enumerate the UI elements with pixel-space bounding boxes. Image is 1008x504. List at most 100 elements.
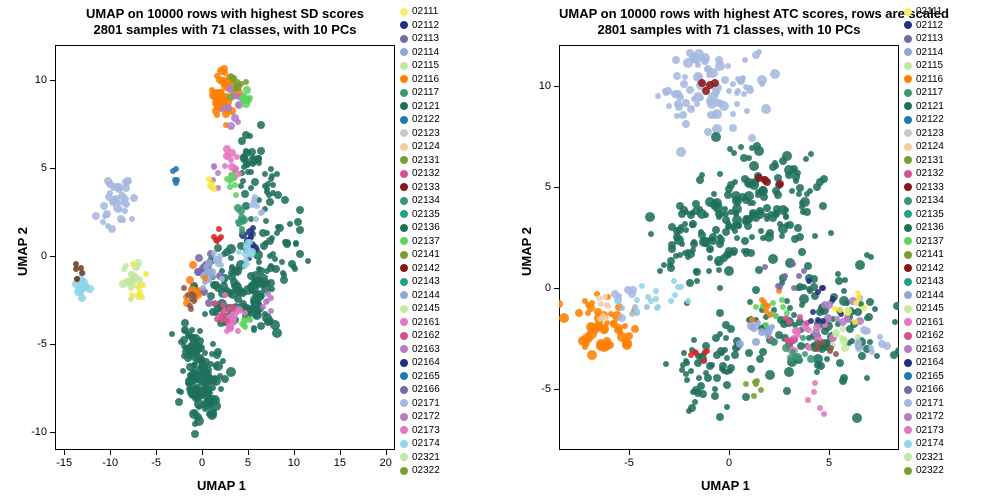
legend-item: 02124 xyxy=(904,140,944,154)
legend-item: 02112 xyxy=(904,19,944,33)
scatter-point xyxy=(587,350,597,360)
scatter-point xyxy=(219,276,225,282)
x-tick-label: -10 xyxy=(102,457,118,469)
scatter-point xyxy=(808,151,814,157)
y-tick-mark xyxy=(50,344,55,345)
legend-item: 02164 xyxy=(904,356,944,370)
scatter-point xyxy=(699,172,705,178)
scatter-point xyxy=(672,292,678,298)
scatter-point xyxy=(197,328,203,334)
scatter-point xyxy=(694,101,700,107)
scatter-point xyxy=(250,225,256,231)
legend-label: 02173 xyxy=(916,425,944,436)
scatter-point xyxy=(209,351,215,357)
scatter-point xyxy=(224,176,230,182)
scatter-point xyxy=(245,169,251,175)
scatter-point xyxy=(796,191,802,197)
scatter-point xyxy=(173,166,179,172)
legend-item: 02117 xyxy=(400,86,440,100)
legend-item: 02162 xyxy=(904,329,944,343)
legend-item: 02164 xyxy=(400,356,440,370)
legend-item: 02137 xyxy=(400,235,440,249)
legend-item: 02166 xyxy=(400,383,440,397)
legend-swatch-icon xyxy=(904,35,912,43)
legend-label: 02116 xyxy=(412,74,439,85)
scatter-point xyxy=(703,212,709,218)
scatter-point xyxy=(206,269,212,275)
legend-label: 02134 xyxy=(412,195,440,206)
scatter-point xyxy=(603,315,609,321)
x-tick-label: 5 xyxy=(245,457,251,469)
scatter-point xyxy=(228,163,236,171)
x-tick-label: -5 xyxy=(624,457,634,469)
legend-label: 02133 xyxy=(412,182,440,193)
scatter-point xyxy=(585,310,591,316)
y-tick-mark xyxy=(554,288,559,289)
scatter-point xyxy=(735,88,741,94)
right-title: UMAP on 10000 rows with highest ATC scor… xyxy=(559,6,899,37)
legend-item: 02132 xyxy=(400,167,440,181)
scatter-point xyxy=(701,57,709,65)
legend-swatch-icon xyxy=(400,345,408,353)
scatter-point xyxy=(768,211,774,217)
scatter-point xyxy=(691,239,697,245)
scatter-point xyxy=(661,262,667,268)
scatter-point xyxy=(756,49,762,55)
legend-swatch-icon xyxy=(904,345,912,353)
scatter-point xyxy=(79,270,85,276)
scatter-point xyxy=(293,241,299,247)
scatter-point xyxy=(874,353,880,359)
scatter-point xyxy=(712,109,722,119)
scatter-point xyxy=(812,380,818,386)
scatter-point xyxy=(188,384,194,390)
scatter-point xyxy=(799,200,805,206)
legend-item: 02133 xyxy=(400,181,440,195)
scatter-point xyxy=(762,264,768,270)
scatter-point xyxy=(615,299,621,305)
scatter-point xyxy=(828,345,834,351)
scatter-point xyxy=(836,359,844,367)
scatter-point xyxy=(231,173,237,179)
legend-item: 02141 xyxy=(400,248,440,262)
scatter-point xyxy=(624,286,632,294)
legend-item: 02142 xyxy=(904,262,944,276)
legend-label: 02174 xyxy=(916,438,944,449)
legend-item: 02174 xyxy=(400,437,440,451)
scatter-point xyxy=(671,278,677,284)
legend-label: 02321 xyxy=(412,452,440,463)
scatter-point xyxy=(625,332,633,340)
scatter-point xyxy=(854,339,862,347)
scatter-point xyxy=(689,222,695,228)
scatter-point xyxy=(209,90,219,100)
scatter-point xyxy=(258,210,264,216)
scatter-point xyxy=(692,349,698,355)
legend-label: 02141 xyxy=(916,249,944,260)
y-tick-label: 5 xyxy=(27,162,47,174)
scatter-point xyxy=(768,254,778,264)
scatter-point xyxy=(251,325,257,331)
scatter-point xyxy=(707,247,713,253)
legend-swatch-icon xyxy=(400,143,408,151)
y-tick-label: -5 xyxy=(27,338,47,350)
legend-item: 02321 xyxy=(400,451,440,465)
left-xlabel: UMAP 1 xyxy=(197,478,246,493)
legend-item: 02136 xyxy=(904,221,944,235)
legend-swatch-icon xyxy=(400,467,408,475)
y-tick-label: 10 xyxy=(531,80,551,92)
scatter-point xyxy=(752,338,760,346)
scatter-point xyxy=(769,324,775,330)
legend-item: 02117 xyxy=(904,86,944,100)
scatter-point xyxy=(788,338,794,344)
legend-item: 02122 xyxy=(904,113,944,127)
legend-item: 02142 xyxy=(400,262,440,276)
scatter-point xyxy=(810,309,816,315)
scatter-point xyxy=(791,235,799,243)
scatter-point xyxy=(820,339,826,345)
scatter-point xyxy=(767,312,773,318)
scatter-point xyxy=(715,56,723,64)
scatter-point xyxy=(724,404,730,410)
scatter-point xyxy=(183,345,189,351)
legend-label: 02133 xyxy=(916,182,944,193)
scatter-point xyxy=(143,271,149,277)
scatter-point xyxy=(734,235,740,241)
